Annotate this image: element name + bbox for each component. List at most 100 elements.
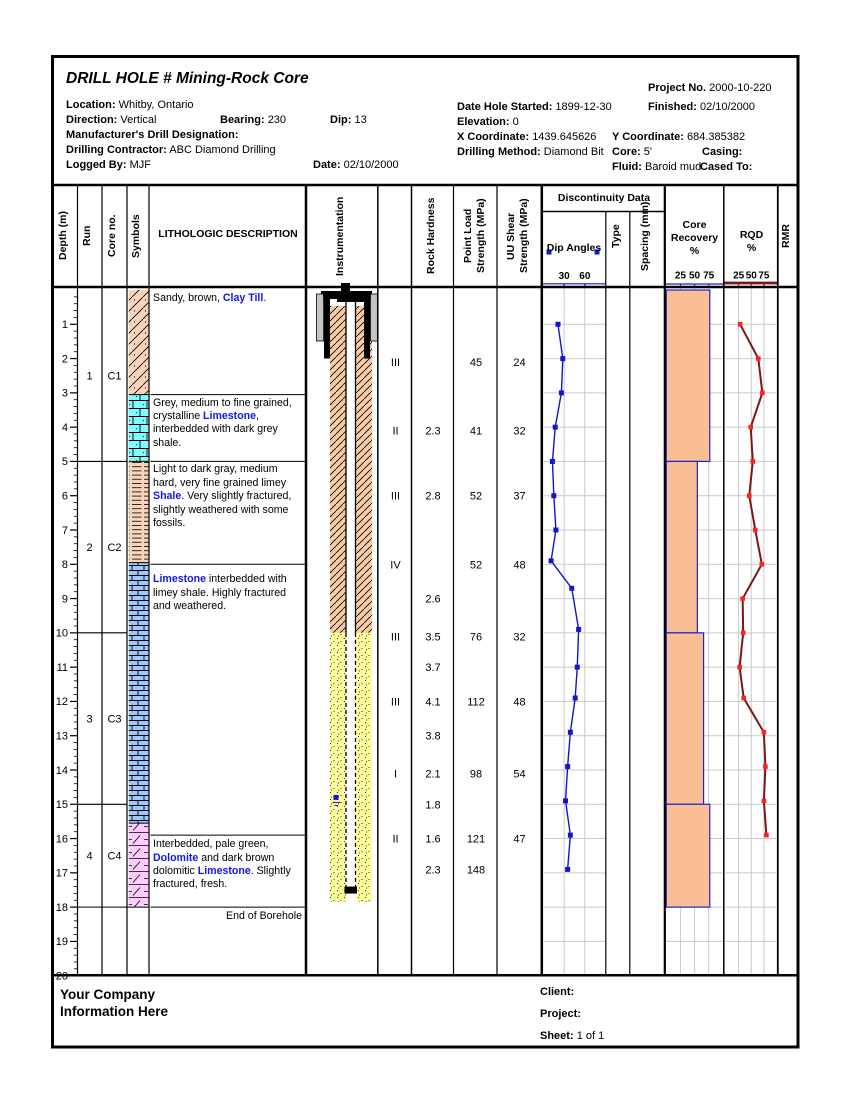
label: 2.3 xyxy=(425,426,440,438)
core-recovery-bar xyxy=(665,460,698,634)
label: 13 xyxy=(56,731,68,743)
dip-angle-point xyxy=(569,585,575,591)
col-header-uu-shear: UU Shear Strength (MPa) xyxy=(505,198,530,274)
rqd-point xyxy=(737,321,743,327)
label: 3.8 xyxy=(425,731,440,743)
core-recovery-chart xyxy=(665,289,711,908)
label: 45 xyxy=(470,357,482,369)
label: 37 xyxy=(513,491,525,503)
rqd-point xyxy=(746,493,752,499)
company-info: Your Company Information Here xyxy=(60,987,169,1019)
dip-angle-point xyxy=(572,695,578,701)
dip-angles-chart xyxy=(548,321,582,872)
label: 48 xyxy=(513,696,525,708)
label: 20 xyxy=(56,971,68,983)
label: 25 xyxy=(675,271,687,282)
sheet-field: Sheet: 1 of 1 xyxy=(540,1030,605,1042)
label: 4.1 xyxy=(425,696,440,708)
rqd-point xyxy=(740,596,745,601)
rqd-point xyxy=(761,798,767,804)
dip-angle-point xyxy=(548,558,554,564)
rqd-chart xyxy=(737,321,769,838)
direction-field: Direction: Vertical xyxy=(66,114,157,126)
label: III xyxy=(391,631,400,643)
col-header-symbols: Symbols xyxy=(130,214,142,258)
x-coordinate-field: X Coordinate: 1439.645626 xyxy=(457,131,597,143)
label: 1.8 xyxy=(425,799,440,811)
lithology-pattern-limestone2 xyxy=(128,562,149,824)
description-text: . Slightly fractured, fresh. xyxy=(153,864,291,891)
label: 4 xyxy=(86,851,92,863)
well-bottom-plug xyxy=(344,886,357,894)
finished-field: Finished: 02/10/2000 xyxy=(648,101,756,113)
manufacturer-field: Manufacturer's Drill Designation: xyxy=(66,129,239,141)
dip-angle-point xyxy=(567,729,573,735)
label: 54 xyxy=(513,768,525,780)
well-casing-right xyxy=(364,297,370,359)
label: 41 xyxy=(470,426,482,438)
rqd-point xyxy=(764,832,769,838)
label: 4 xyxy=(62,422,68,434)
label: 11 xyxy=(57,662,68,674)
rqd-point xyxy=(756,356,761,361)
label: 1.6 xyxy=(425,834,440,846)
col-header-spacing: Spacing (mm) xyxy=(639,201,651,271)
rqd-point xyxy=(763,764,768,769)
label: 19 xyxy=(56,936,68,948)
elevation-field: Elevation: 0 xyxy=(457,116,519,128)
dip-angle-point xyxy=(560,356,566,362)
description-text: Grey, medium to fine grained, crystallin… xyxy=(153,396,292,422)
label: 32 xyxy=(513,426,525,438)
run-core-column: 1 C1 2 C2 3 C3 4 C4 xyxy=(78,371,149,908)
rqd-point xyxy=(752,527,758,533)
label: 2.8 xyxy=(425,491,440,503)
col-header-point-load: Point Load Strength (MPa) xyxy=(462,198,487,274)
dip-angle-line xyxy=(550,324,580,870)
label: I xyxy=(394,768,397,780)
description-text: Light to dark gray, medium hard, very fi… xyxy=(153,463,287,489)
description-text: Sandy, brown, xyxy=(153,292,223,304)
label: 3.5 xyxy=(425,631,440,643)
dip-angle-point xyxy=(549,458,555,464)
lithology-column xyxy=(128,290,149,908)
description-text: Interbedded, pale green, xyxy=(153,838,269,851)
label: 25 xyxy=(733,271,745,282)
label: 9 xyxy=(62,593,68,605)
col-header-rqd: RQD % xyxy=(739,229,764,254)
description-text: . xyxy=(263,292,267,304)
label: 2.3 xyxy=(425,864,440,876)
dip-angle-point xyxy=(553,527,559,533)
label: 6 xyxy=(62,491,68,503)
well-protective-casing-left xyxy=(316,293,324,342)
label: 30 xyxy=(559,271,571,282)
col-header-discontinuity-data: Discontinuity Data xyxy=(557,192,651,204)
label: II xyxy=(392,426,398,438)
well-protective-casing-right xyxy=(370,293,378,342)
client-field: Client: xyxy=(540,986,575,998)
description-separators xyxy=(150,394,305,908)
label: 47 xyxy=(513,834,525,846)
logged-by-field: Logged By: MJF xyxy=(66,159,151,171)
rqd-point xyxy=(760,390,765,396)
lithologic-description-cell: Limestone interbedded with limey shale. … xyxy=(153,573,302,613)
lithology-pattern-dolomite xyxy=(128,823,149,908)
fluid-field: Fluid: Baroid mud xyxy=(612,161,702,173)
dip-angle-point xyxy=(555,321,561,327)
well-sand-pack xyxy=(330,632,346,902)
dip-angle-point xyxy=(558,390,564,396)
label: 3 xyxy=(62,388,68,400)
dip-angle-point xyxy=(567,832,573,838)
label: 48 xyxy=(513,559,525,571)
label: 121 xyxy=(467,834,485,846)
dip-legend-square-right xyxy=(594,249,600,255)
col-header-rock-hardness: Rock Hardness xyxy=(425,197,437,275)
label: 52 xyxy=(470,491,482,503)
label: 24 xyxy=(513,357,525,369)
description-text: interbedded with limey shale. Highly fra… xyxy=(153,573,287,613)
lithology-pattern-shale xyxy=(128,461,149,563)
label: 10 xyxy=(56,628,68,640)
label: IV xyxy=(390,559,401,571)
well-riser-pipe xyxy=(346,301,356,887)
